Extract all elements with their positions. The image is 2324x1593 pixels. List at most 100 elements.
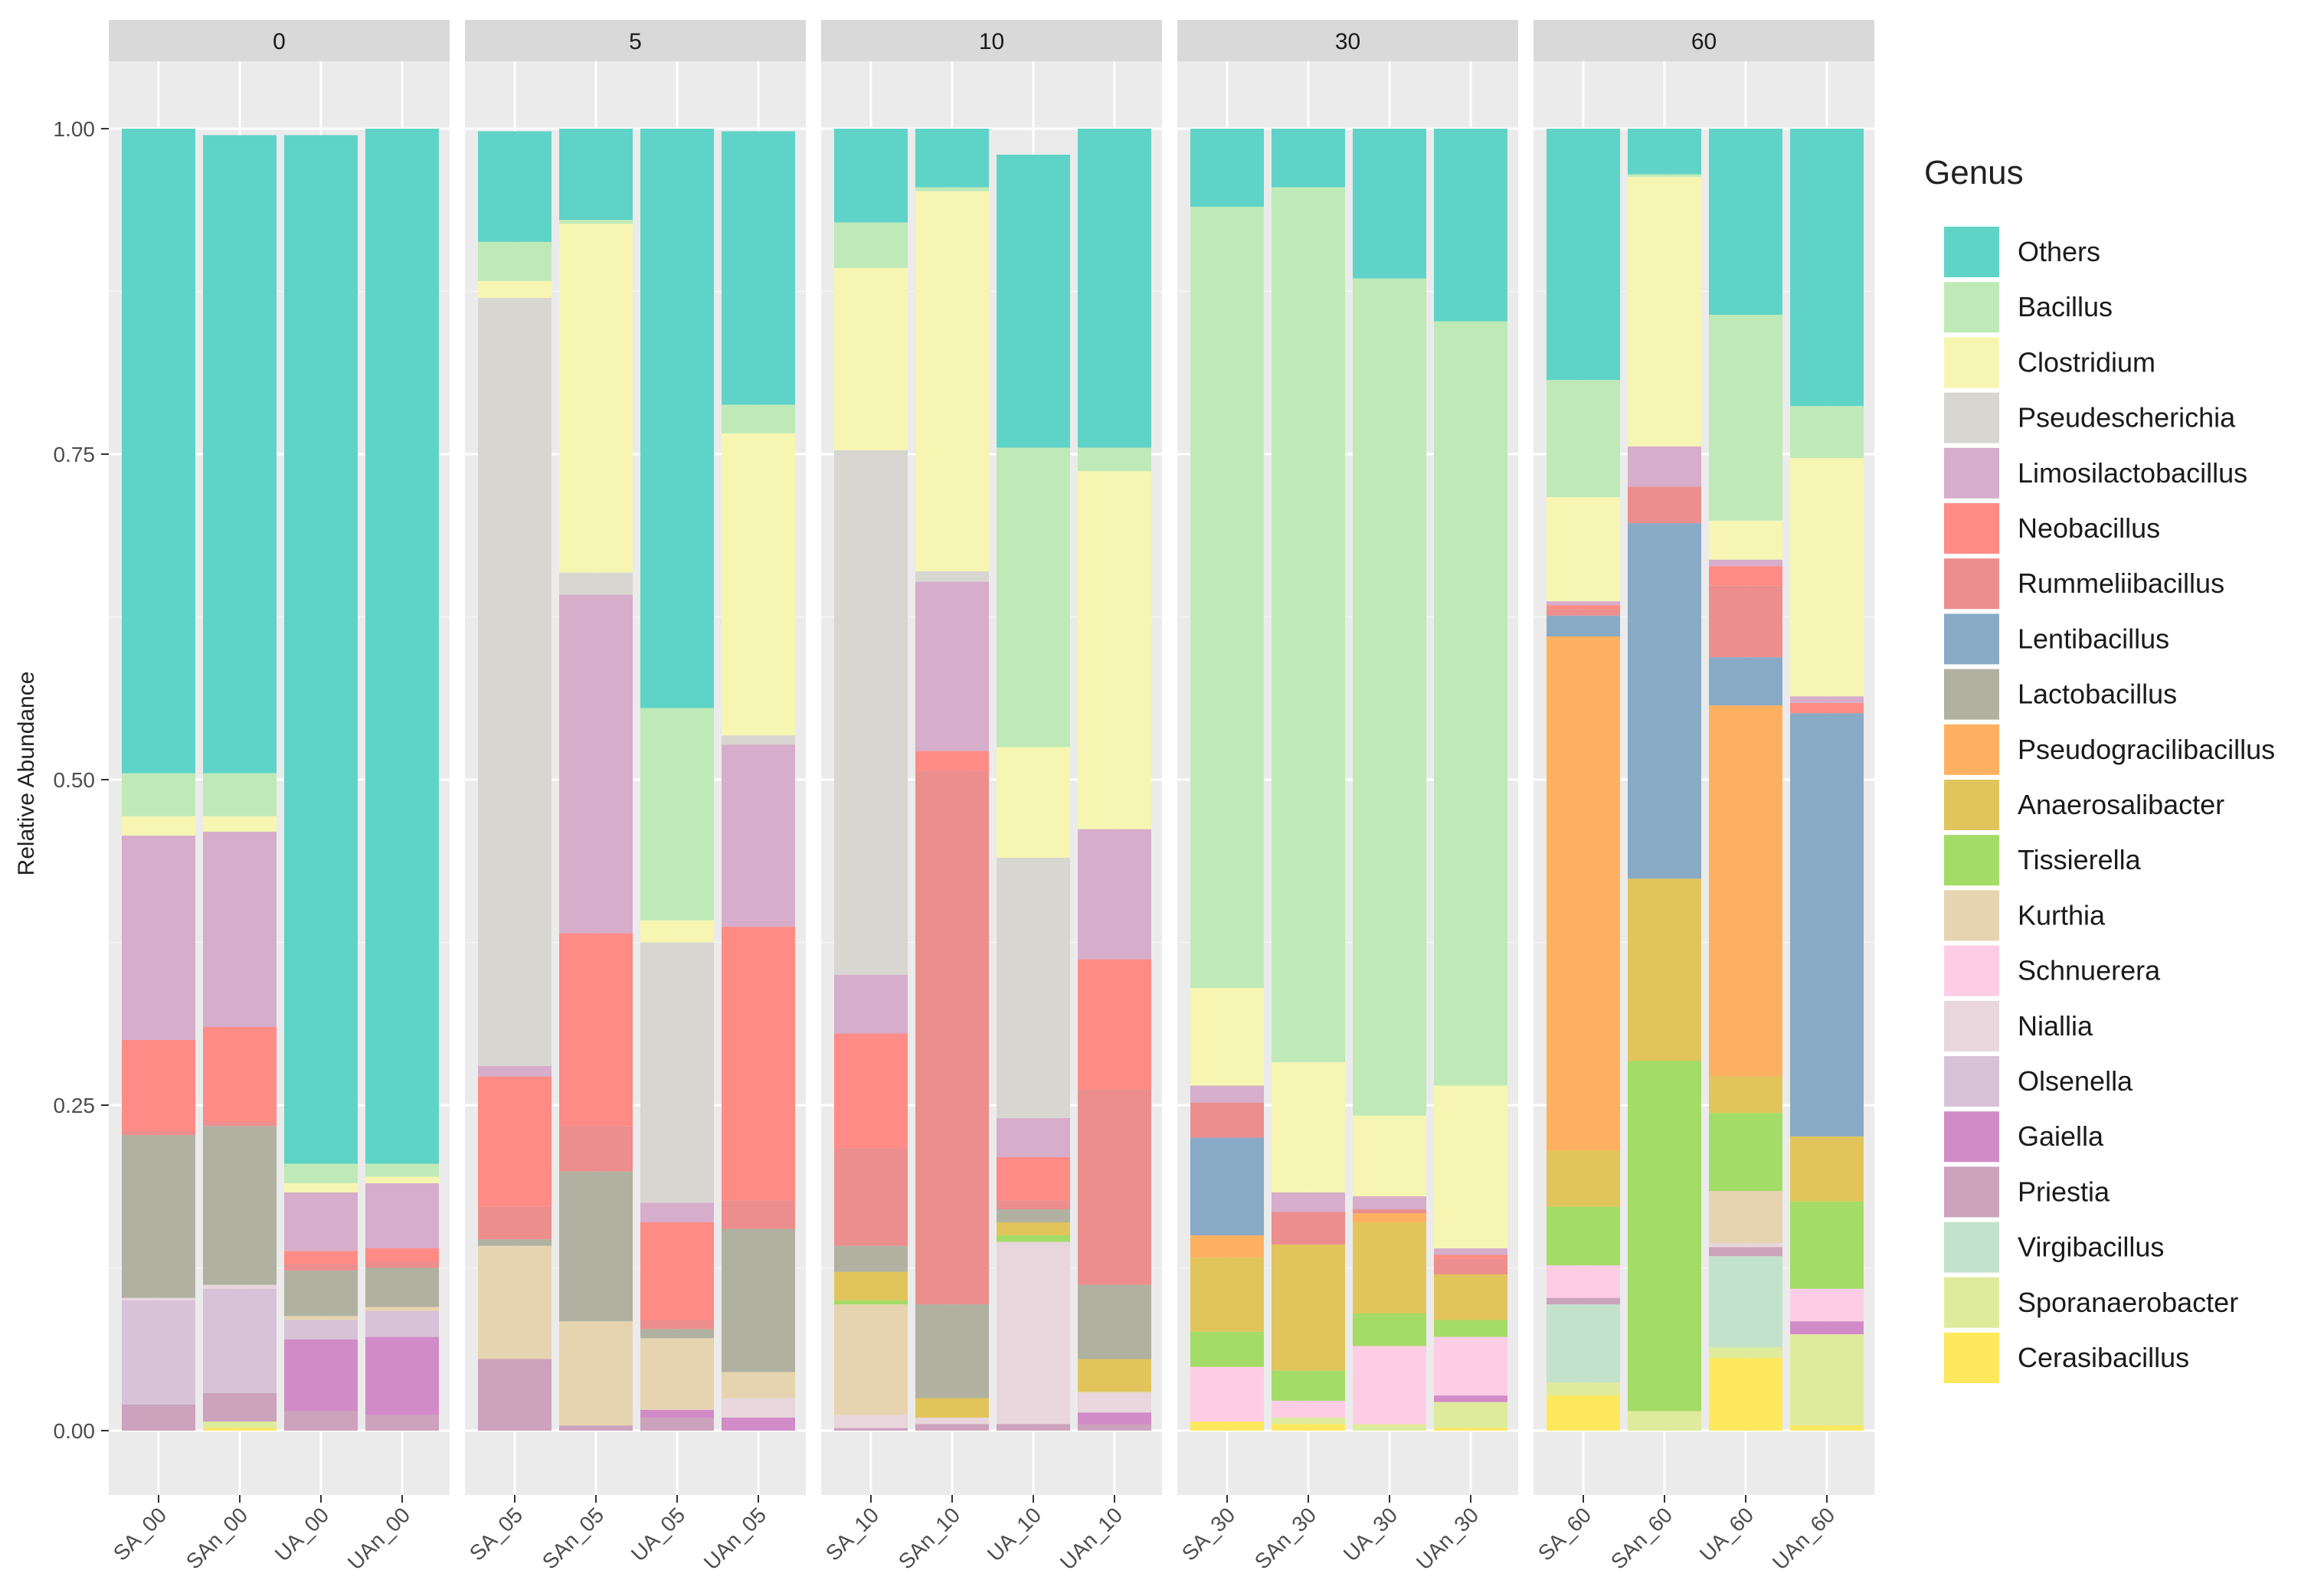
legend-swatch bbox=[1944, 780, 1999, 830]
segment-bacillus bbox=[997, 447, 1070, 747]
y-axis-label: Relative Abundance bbox=[14, 672, 39, 876]
legend-label: Gaiella bbox=[2018, 1120, 2104, 1152]
legend-swatch bbox=[1944, 1222, 1999, 1273]
segment-niallia bbox=[722, 1398, 795, 1418]
segment-others bbox=[122, 129, 195, 774]
segment-lactobacillus bbox=[640, 1329, 714, 1339]
segment-pseudescherichia bbox=[478, 298, 552, 1066]
x-tick-label: SAn_00 bbox=[182, 1503, 252, 1573]
segment-neobacillus bbox=[122, 1040, 195, 1131]
legend-label: Olsenella bbox=[2018, 1065, 2133, 1097]
x-tick-label: SAn_60 bbox=[1606, 1503, 1677, 1573]
segment-priestia bbox=[122, 1405, 195, 1431]
segment-rummeliibacillus bbox=[722, 1200, 795, 1229]
segment-neobacillus bbox=[365, 1248, 439, 1261]
segment-anaerosalibacter bbox=[1790, 1136, 1864, 1202]
x-tick-label: SA_00 bbox=[109, 1503, 171, 1565]
segment-gaiella bbox=[722, 1418, 795, 1431]
segment-lactobacillus bbox=[203, 1126, 277, 1285]
segment-bacillus bbox=[1353, 278, 1426, 1116]
segment-others bbox=[834, 129, 908, 223]
bar-SAn_05 bbox=[559, 129, 633, 1431]
segment-others bbox=[1547, 129, 1620, 381]
segment-clostridium bbox=[1353, 1115, 1426, 1196]
legend-item-tissierella: Tissierella bbox=[1944, 835, 2142, 886]
segment-schnuerera bbox=[1272, 1400, 1345, 1418]
segment-niallia bbox=[1078, 1392, 1151, 1413]
segment-neobacillus bbox=[915, 751, 989, 771]
facet-strip-label: 10 bbox=[979, 29, 1004, 54]
segment-bacillus bbox=[1434, 321, 1507, 1086]
segment-lactobacillus bbox=[122, 1135, 195, 1298]
bar-UA_05 bbox=[640, 129, 714, 1431]
segment-sporanaerobacter bbox=[1272, 1418, 1345, 1425]
facet-strip bbox=[1177, 20, 1518, 61]
bar-UA_30 bbox=[1353, 129, 1426, 1431]
legend-label: Niallia bbox=[2018, 1010, 2093, 1042]
facet-panels: 0 SA_00 SAn_00 UA_00 UAn_00 5 SA_05 SAn_05 UA_05… bbox=[109, 20, 1874, 1575]
bar-SA_00 bbox=[122, 129, 195, 1431]
bar-SA_60 bbox=[1547, 129, 1620, 1431]
segment-others bbox=[997, 155, 1070, 448]
segment-lactobacillus bbox=[284, 1270, 358, 1317]
legend-item-bacillus: Bacillus bbox=[1944, 282, 2113, 333]
legend-label: Others bbox=[2018, 236, 2100, 267]
segment-niallia bbox=[122, 1297, 195, 1300]
segment-sporanaerobacter bbox=[1353, 1424, 1426, 1431]
legend-label: Rummeliibacillus bbox=[2018, 568, 2224, 599]
segment-sporanaerobacter bbox=[1628, 1411, 1701, 1431]
segment-lactobacillus bbox=[1078, 1284, 1151, 1359]
segment-bacillus bbox=[559, 220, 633, 224]
legend-swatch bbox=[1944, 1333, 1999, 1383]
segment-limosilactobacillus bbox=[478, 1066, 552, 1077]
segment-rummeliibacillus bbox=[203, 1122, 277, 1127]
facet-strip bbox=[821, 20, 1162, 61]
segment-neobacillus bbox=[284, 1251, 358, 1264]
legend-swatch bbox=[1944, 835, 1999, 886]
segment-bacillus bbox=[722, 404, 795, 433]
segment-lentibacillus bbox=[1190, 1137, 1264, 1235]
x-tick-label: SAn_10 bbox=[894, 1503, 964, 1573]
segment-cerasibacillus bbox=[1190, 1421, 1264, 1431]
legend-swatch bbox=[1944, 282, 1999, 333]
segment-niallia bbox=[1709, 1243, 1782, 1248]
segment-lactobacillus bbox=[834, 1245, 908, 1272]
legend-swatch bbox=[1944, 724, 1999, 775]
segment-clostridium bbox=[478, 280, 552, 298]
segment-others bbox=[1078, 129, 1151, 448]
segment-others bbox=[1434, 129, 1507, 322]
segment-virgibacillus bbox=[1709, 1256, 1782, 1348]
bar-SAn_10 bbox=[915, 129, 989, 1431]
segment-anaerosalibacter bbox=[1353, 1222, 1426, 1313]
x-tick-label: UAn_00 bbox=[343, 1503, 414, 1574]
segment-clostridium bbox=[1628, 176, 1701, 446]
bar-SA_10 bbox=[834, 129, 908, 1431]
x-tick-label: UAn_60 bbox=[1768, 1503, 1839, 1574]
legend-item-sporanaerobacter: Sporanaerobacter bbox=[1944, 1277, 2238, 1328]
segment-rummeliibacillus bbox=[1272, 1212, 1345, 1245]
segment-others bbox=[1272, 129, 1345, 188]
segment-limosilactobacillus bbox=[559, 594, 633, 934]
segment-others bbox=[559, 129, 633, 220]
bar-UA_60 bbox=[1709, 129, 1782, 1431]
segment-cerasibacillus bbox=[1272, 1424, 1345, 1431]
segment-lactobacillus bbox=[722, 1228, 795, 1372]
y-tick-label: 0.25 bbox=[54, 1094, 96, 1117]
legend-label: Pseudescherichia bbox=[2018, 402, 2236, 433]
segment-tissierella bbox=[1434, 1320, 1507, 1337]
legend-item-kurthia: Kurthia bbox=[1944, 890, 2106, 941]
x-tick-label: UAn_10 bbox=[1056, 1503, 1127, 1574]
y-tick-label: 0.50 bbox=[54, 768, 96, 792]
legend-item-neobacillus: Neobacillus bbox=[1944, 503, 2160, 554]
legend-item-priestia: Priestia bbox=[1944, 1166, 2110, 1218]
segment-lactobacillus bbox=[997, 1209, 1070, 1222]
segment-neobacillus bbox=[997, 1157, 1070, 1201]
segment-neobacillus bbox=[640, 1222, 714, 1320]
segment-neobacillus bbox=[834, 1033, 908, 1149]
x-tick-label: UAn_05 bbox=[699, 1503, 771, 1574]
legend-swatch bbox=[1944, 1277, 1999, 1328]
legend-label: Kurthia bbox=[2018, 899, 2106, 931]
segment-virgibacillus bbox=[1547, 1304, 1620, 1383]
segment-anaerosalibacter bbox=[1547, 1150, 1620, 1207]
segment-bacillus bbox=[1628, 174, 1701, 177]
